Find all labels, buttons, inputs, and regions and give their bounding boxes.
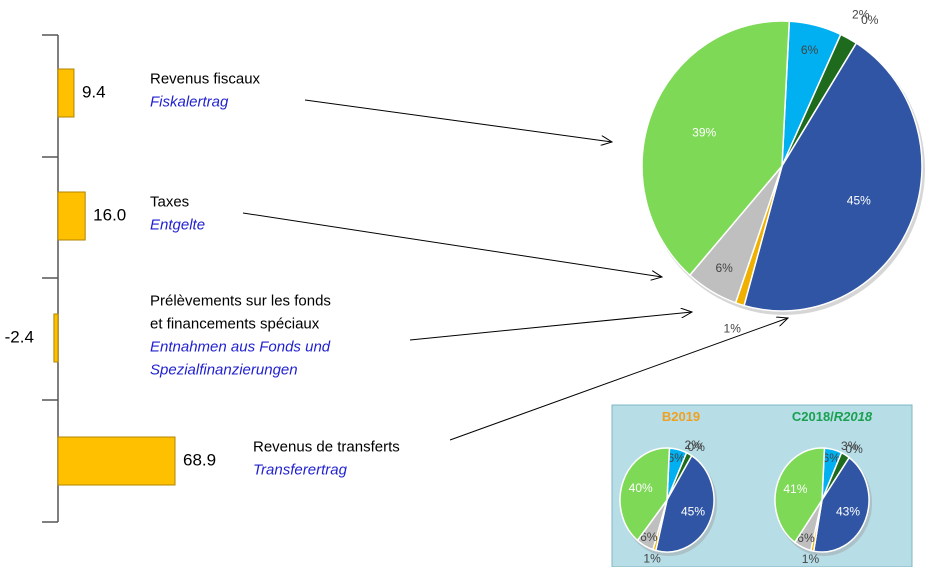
arrow — [449, 318, 788, 441]
connector-arrows — [242, 99, 788, 441]
slice-label: 2% — [852, 8, 870, 22]
value-label: -2.4 — [5, 327, 34, 346]
slice-label: 6% — [640, 530, 658, 544]
arrow — [242, 212, 662, 277]
slice-label: 0% — [688, 440, 706, 454]
value-label: 9.4 — [82, 82, 106, 101]
pie-title-part: B2019 — [662, 409, 700, 424]
bar — [57, 191, 86, 241]
slice-label: 6% — [801, 43, 819, 57]
slice-label: 43% — [836, 504, 860, 518]
category-label-de: Transferertrag — [253, 461, 348, 478]
slice-label: 41% — [783, 482, 807, 496]
bar — [53, 313, 59, 363]
slice-label: 3% — [841, 439, 859, 453]
category-label: Revenus fiscaux — [150, 70, 261, 87]
category-label-de: Fiskalertrag — [150, 93, 229, 110]
slice-label: 2% — [685, 438, 703, 452]
pie-slice — [774, 447, 826, 544]
slice-label: 1% — [643, 551, 661, 565]
slice-label: 6% — [668, 451, 686, 465]
slice-label: 1% — [724, 321, 742, 335]
pie-slice — [619, 447, 671, 542]
slice-label: 6% — [823, 451, 841, 465]
pie-slice — [641, 20, 791, 277]
slice-label: 45% — [681, 504, 705, 518]
pie-slice — [654, 454, 715, 553]
bar — [57, 68, 75, 118]
slice-label: 6% — [715, 261, 733, 275]
pie-slice — [743, 42, 923, 312]
value-label: 68.9 — [183, 450, 216, 469]
category-label: Revenus de transferts — [253, 438, 400, 455]
slice-label: 0% — [845, 442, 863, 456]
slice-label: 1% — [802, 552, 820, 566]
bar — [57, 436, 176, 486]
pie-title: C2018/R2018 — [792, 409, 873, 424]
slice-label: 0% — [861, 13, 879, 27]
pie-title: B2019 — [662, 409, 700, 424]
category-label: Prélèvements sur les fonds — [150, 292, 331, 309]
category-label-de: Spezialfinanzierungen — [150, 361, 298, 378]
arrow — [409, 312, 692, 341]
category-label: et financements spéciaux — [150, 315, 320, 332]
slice-label: 6% — [797, 531, 815, 545]
slice-label: 45% — [847, 193, 871, 207]
arrow — [304, 99, 612, 142]
pie-title-part: R2018 — [834, 409, 873, 424]
pie-slice — [812, 456, 870, 553]
category-label-de: Entgelte — [150, 216, 205, 233]
value-label: 16.0 — [93, 205, 126, 224]
pie-title-part: C2018/ — [792, 409, 834, 424]
category-label: Taxes — [150, 193, 189, 210]
category-label-de: Entnahmen aus Fonds und — [150, 338, 331, 355]
bar-axis — [42, 34, 59, 523]
slice-label: 39% — [692, 125, 716, 139]
slice-label: 40% — [629, 481, 653, 495]
